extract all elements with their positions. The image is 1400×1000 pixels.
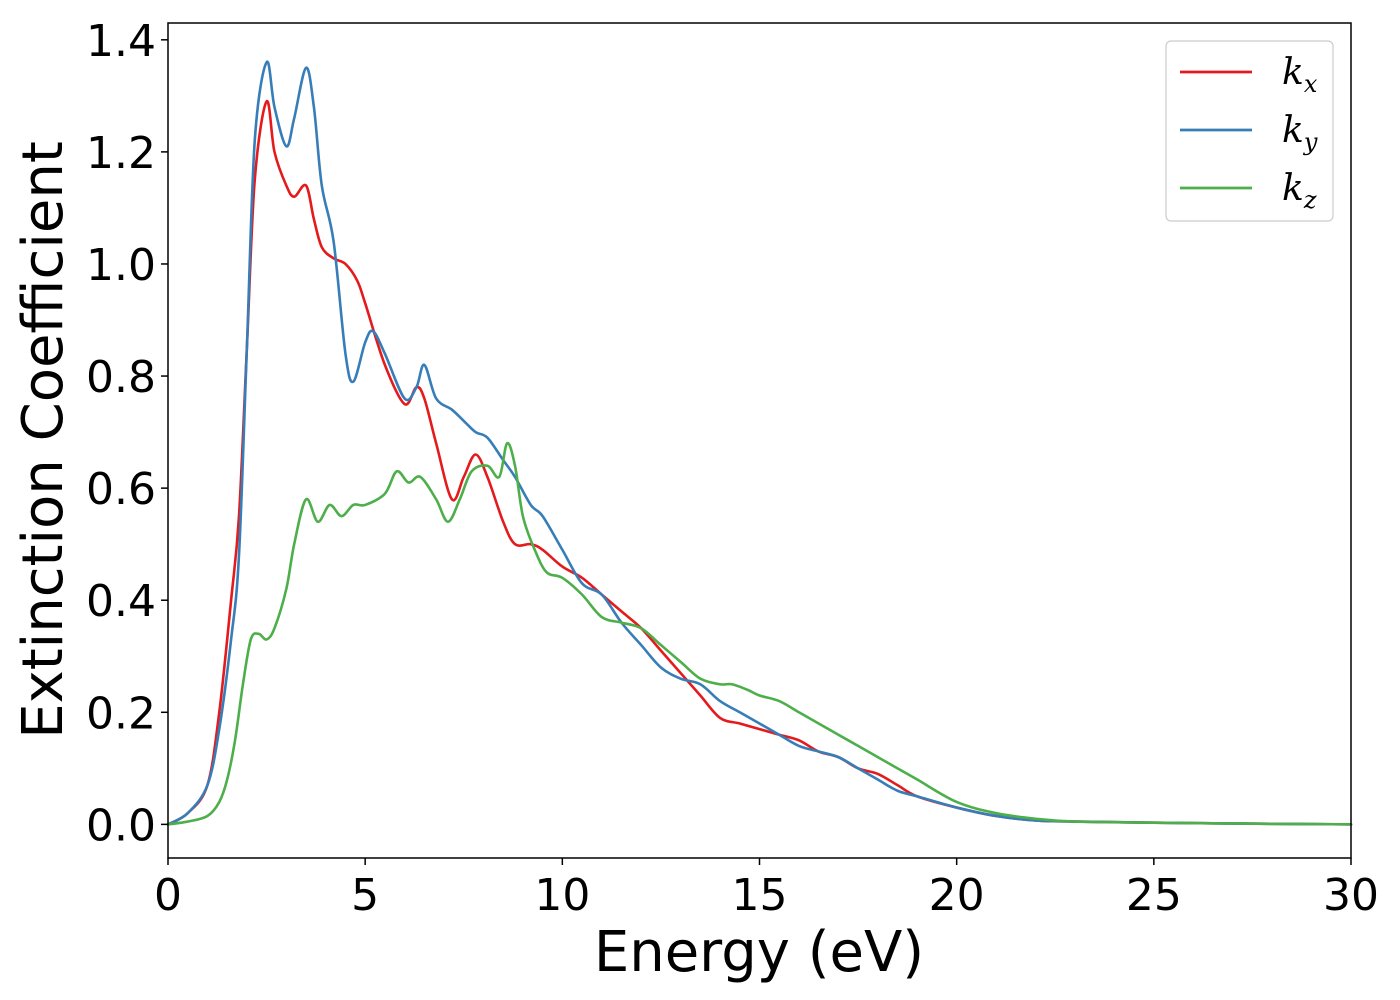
y-axis: 0.0 0.2 0.4 0.6 0.8 1.0 1.2 1.4: [86, 16, 168, 851]
y-tick-label: 0.8: [86, 352, 156, 403]
x-axis: 0 5 10 15 20 25 30: [154, 858, 1379, 921]
x-tick-label: 0: [154, 870, 182, 921]
x-tick-label: 20: [929, 870, 985, 921]
y-tick-label: 0.2: [86, 688, 156, 739]
x-tick-label: 25: [1126, 870, 1182, 921]
legend-label: kz: [1282, 168, 1317, 214]
y-tick-label: 1.4: [86, 16, 156, 67]
x-tick-label: 15: [732, 870, 788, 921]
x-axis-title: Energy (eV): [594, 920, 924, 985]
y-tick-label: 0.6: [86, 464, 156, 515]
y-tick-label: 1.2: [86, 128, 156, 179]
x-tick-label: 30: [1323, 870, 1379, 921]
legend-label: kx: [1282, 52, 1318, 98]
x-tick-label: 10: [534, 870, 590, 921]
legend-label: ky: [1282, 110, 1318, 156]
x-tick-label: 5: [351, 870, 379, 921]
series-layer: [166, 60, 1353, 826]
series-line-ky: [166, 60, 1353, 826]
y-tick-label: 1.0: [86, 240, 156, 291]
y-axis-title: Extinction Coefficient: [11, 141, 76, 739]
plot-background: [168, 23, 1351, 858]
series-line-kz: [166, 441, 1353, 826]
legend: kx ky kz: [1165, 40, 1334, 222]
series-line-kx: [166, 100, 1353, 826]
y-tick-label: 0.4: [86, 576, 156, 627]
y-tick-label: 0.0: [86, 800, 156, 851]
